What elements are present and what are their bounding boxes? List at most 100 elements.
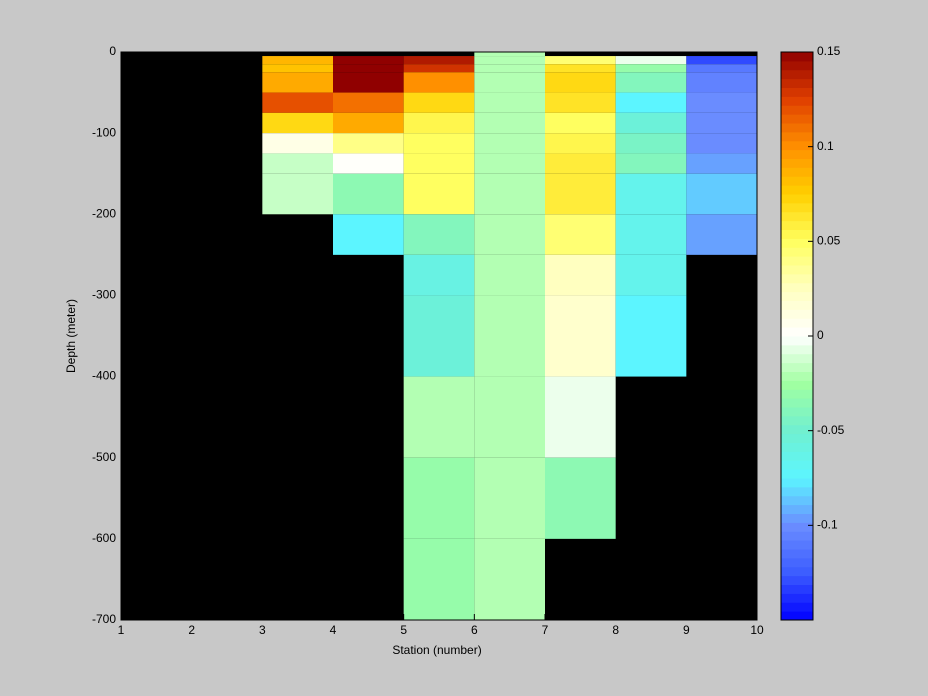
cell [262, 56, 333, 65]
cell [615, 173, 687, 215]
cell [333, 56, 404, 65]
colorbar-band [781, 353, 813, 364]
colorbar-tick-label: 0.05 [817, 234, 841, 248]
colorbar-tick-label: 0 [817, 328, 824, 342]
colorbar-band [781, 566, 813, 577]
colorbar-band [781, 407, 813, 417]
cell [545, 376, 616, 458]
cell [262, 64, 333, 73]
cell [545, 56, 616, 65]
y-axis-label: Depth (meter) [64, 299, 78, 373]
colorbar-band [781, 194, 813, 204]
cell [474, 64, 545, 73]
cell [333, 92, 404, 113]
plot-frame [120, 51, 758, 621]
colorbar-band [781, 513, 813, 523]
colorbar-band [781, 380, 813, 390]
cell [686, 153, 757, 174]
cell [403, 112, 475, 134]
cell [615, 92, 687, 113]
cell [474, 56, 545, 65]
y-tick-label: -200 [92, 206, 116, 220]
colorbar-band [781, 557, 813, 568]
y-tick-label: -500 [92, 450, 116, 464]
colorbar-band [781, 478, 813, 488]
cell [474, 214, 545, 255]
colorbar-band [781, 123, 813, 133]
colorbar-band [781, 495, 813, 506]
cell [615, 214, 687, 255]
cell [545, 173, 616, 215]
colorbar-band [781, 238, 813, 248]
cell [403, 64, 475, 73]
cell [333, 173, 404, 215]
colorbar-band [781, 469, 813, 479]
cell [686, 92, 757, 113]
colorbar-band [781, 87, 813, 97]
colorbar-band [781, 176, 813, 186]
colorbar-band [781, 362, 813, 372]
cell [262, 112, 333, 134]
x-tick-label: 10 [750, 623, 764, 637]
colorbar-band [781, 575, 813, 585]
cell [686, 214, 757, 255]
colorbar-band [781, 371, 813, 381]
cell [615, 112, 687, 134]
y-tick-label: -300 [92, 288, 116, 302]
cell [545, 72, 616, 93]
colorbar-band [781, 415, 813, 426]
colorbar-band [781, 611, 813, 621]
cell [403, 133, 475, 154]
cell [545, 295, 616, 377]
cell [262, 72, 333, 93]
colorbar-band [781, 131, 813, 142]
cell [686, 133, 757, 154]
colorbar-band [781, 167, 813, 177]
cell [333, 64, 404, 73]
x-tick-label: 9 [683, 623, 690, 637]
colorbar-band [781, 211, 813, 222]
cell [474, 173, 545, 215]
y-tick-label: -400 [92, 369, 116, 383]
colorbar-band [781, 433, 813, 443]
cell [474, 112, 545, 134]
x-tick-label: 4 [330, 623, 337, 637]
cell [615, 295, 687, 377]
y-tick-label: -700 [92, 612, 116, 626]
colorbar-band [781, 486, 813, 497]
cell [333, 72, 404, 93]
colorbar-band [781, 158, 813, 168]
cell [262, 133, 333, 154]
cell [615, 133, 687, 154]
cell [403, 376, 475, 458]
colorbar-band [781, 398, 813, 408]
cell [474, 295, 545, 377]
cell [403, 457, 475, 539]
colorbar-band [781, 300, 813, 310]
colorbar-band [781, 451, 813, 461]
colorbar-band [781, 344, 813, 355]
colorbar-band [781, 273, 813, 284]
cell [686, 112, 757, 134]
cell [262, 92, 333, 113]
colorbar-band [781, 602, 813, 612]
cell [545, 153, 616, 174]
colorbar-band [781, 52, 813, 62]
colorbar-band [781, 318, 813, 328]
cell [474, 92, 545, 113]
cell [615, 72, 687, 93]
colorbar-band [781, 149, 813, 159]
cell [262, 173, 333, 215]
cell [545, 457, 616, 539]
colorbar-band [781, 60, 813, 71]
cell [686, 56, 757, 65]
x-tick-label: 3 [259, 623, 266, 637]
colorbar-tick-label: -0.05 [817, 423, 845, 437]
cell [686, 64, 757, 73]
colorbar-band [781, 282, 813, 293]
x-tick-label: 5 [400, 623, 407, 637]
colorbar-band [781, 424, 813, 435]
x-tick-label: 2 [188, 623, 195, 637]
cell [474, 72, 545, 93]
